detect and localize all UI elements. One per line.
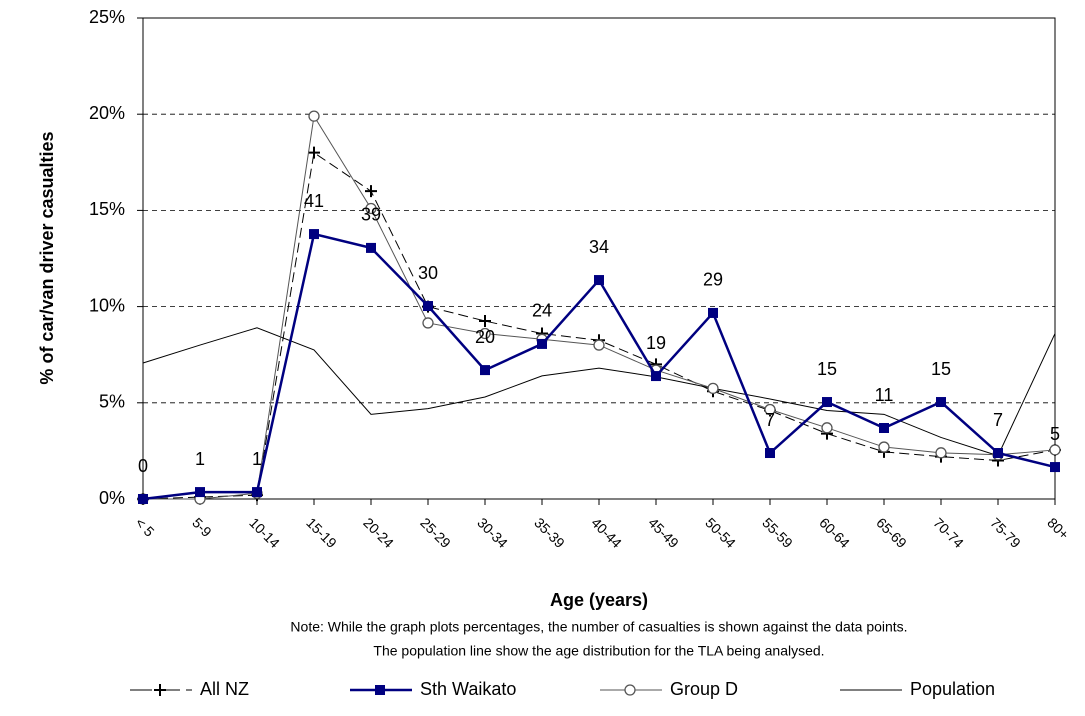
point (365, 202, 377, 215)
series-line (142, 232, 1056, 501)
point (707, 382, 719, 395)
x-tick-label: 25-29 (417, 514, 454, 551)
series-line (143, 114, 1056, 500)
data-label: 41 (304, 191, 324, 211)
x-tick-label: 50-54 (702, 514, 739, 551)
point (252, 487, 262, 498)
data-label: 11 (875, 385, 894, 405)
x-tick-label: 45-49 (645, 514, 682, 551)
data-label: 39 (361, 205, 381, 225)
x-tick-label: 5-9 (189, 514, 215, 540)
point (708, 307, 718, 318)
data-label: 29 (703, 270, 723, 290)
point (365, 185, 377, 198)
x-tick-label: 60-64 (816, 514, 853, 551)
data-label: 30 (418, 263, 438, 283)
point (195, 487, 205, 498)
point (479, 315, 491, 328)
data-label: 1 (252, 449, 262, 469)
point (935, 447, 947, 459)
legend-label: All NZ (200, 679, 249, 699)
point (879, 423, 889, 434)
point (593, 339, 605, 351)
x-tick-label: 65-69 (873, 514, 910, 551)
y-tick-label: 25% (89, 7, 125, 27)
x-tick-label: < 5 (132, 514, 158, 540)
data-label: 1 (195, 449, 205, 469)
x-tick-label: 80+ (1044, 514, 1072, 542)
point (821, 422, 833, 434)
y-tick-label: 5% (99, 392, 125, 412)
data-label: 7 (765, 410, 775, 430)
point (878, 441, 890, 453)
x-tick-label: 20-24 (360, 514, 397, 551)
point (154, 684, 166, 696)
x-tick-label: 35-39 (531, 514, 568, 551)
legend-label: Group D (670, 679, 738, 699)
data-label: 34 (589, 237, 609, 257)
data-label: 15 (931, 359, 951, 379)
x-tick-label: 10-14 (246, 514, 283, 551)
note: Note: While the graph plots percentages,… (290, 619, 907, 635)
point (479, 327, 491, 340)
x-axis-label: Age (years) (550, 590, 648, 610)
point (537, 338, 547, 349)
point (1050, 462, 1060, 473)
point (651, 371, 661, 382)
note: The population line show the age distrib… (373, 643, 824, 659)
series-line (142, 327, 1056, 457)
y-tick-label: 15% (89, 199, 125, 219)
y-axis-label: % of car/van driver casualties (37, 131, 57, 384)
x-tick-label: 55-59 (759, 514, 796, 551)
y-tick-label: 10% (89, 295, 125, 315)
data-label: 7 (993, 410, 1003, 430)
point (1049, 444, 1061, 456)
y-tick-label: 20% (89, 103, 125, 123)
point (480, 365, 490, 376)
x-tick-label: 30-34 (474, 514, 511, 551)
legend-label: Population (910, 679, 995, 699)
point (308, 146, 320, 159)
y-tick-label: 0% (99, 488, 125, 508)
point (423, 301, 433, 312)
point (594, 275, 604, 286)
data-label: 19 (646, 333, 666, 353)
x-tick-label: 75-79 (987, 514, 1024, 551)
point (624, 684, 636, 696)
point (138, 494, 148, 504)
plot-frame (142, 17, 1056, 500)
point (765, 448, 775, 459)
point (375, 685, 385, 695)
x-tick-label: 40-44 (588, 514, 625, 551)
point (936, 397, 946, 408)
x-tick-label: 70-74 (930, 514, 967, 551)
point (422, 317, 434, 329)
point (764, 403, 776, 416)
x-tick-label: 15-19 (303, 514, 340, 551)
point (822, 397, 832, 408)
point (309, 229, 319, 240)
series-line (142, 151, 1056, 500)
data-label: 0 (138, 456, 148, 476)
data-label: 5 (1050, 424, 1060, 444)
point (366, 242, 376, 253)
data-label: 24 (532, 301, 552, 321)
data-label: 20 (475, 327, 495, 347)
legend-label: Sth Waikato (420, 679, 516, 699)
point (993, 448, 1003, 459)
point (308, 110, 320, 122)
data-label: 15 (817, 359, 837, 379)
